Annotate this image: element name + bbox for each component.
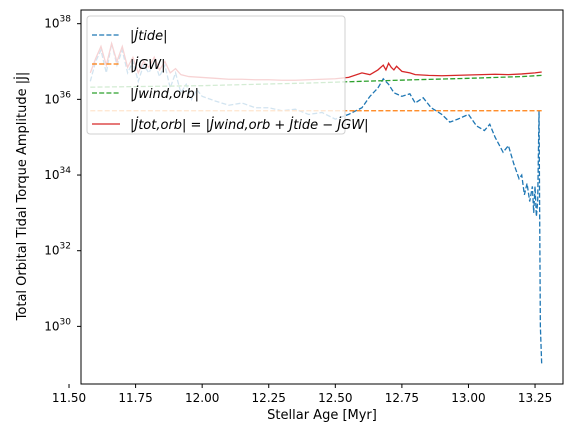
y-axis-label: Total Orbital Tidal Torque Amplitude |J̇… [15, 72, 30, 322]
legend-entry-1: |J̇GW| [130, 58, 166, 73]
x-tick-label: 13.00 [451, 391, 485, 405]
axes-layer: 11.50 11.75 12.00 12.25 12.50 12.75 13.00 13.25… [44, 9, 564, 405]
y-tick-label: 1030 [44, 317, 71, 333]
legend-entry-2: |J̇wind,orb| [130, 87, 199, 102]
y-tick-label: 1034 [44, 166, 71, 182]
legend: |J̇tide| |J̇GW| |J̇wind,orb| |J̇tot,orb| = … [86, 15, 368, 135]
y-tick-label: 1036 [44, 90, 71, 106]
legend-entry-3: |J̇tot,orb| = |J̇wind,orb + J̇tide − J̇G… [130, 118, 368, 133]
legend-box [86, 15, 346, 135]
x-tick-label: 13.25 [518, 391, 552, 405]
x-tick-label: 12.75 [385, 391, 419, 405]
x-tick-label: 12.25 [252, 391, 286, 405]
x-tick-label: 12.50 [318, 391, 352, 405]
x-tick-label: 12.00 [185, 391, 219, 405]
x-tick-label: 11.75 [118, 391, 152, 405]
y-tick-label: 1032 [44, 242, 71, 258]
y-tick-label: 1038 [44, 15, 71, 31]
legend-entry-0: |J̇tide| [130, 29, 168, 44]
x-tick-label: 11.50 [52, 391, 86, 405]
x-axis-label: Stellar Age [Myr] [267, 408, 377, 423]
plot-frame [80, 9, 564, 385]
